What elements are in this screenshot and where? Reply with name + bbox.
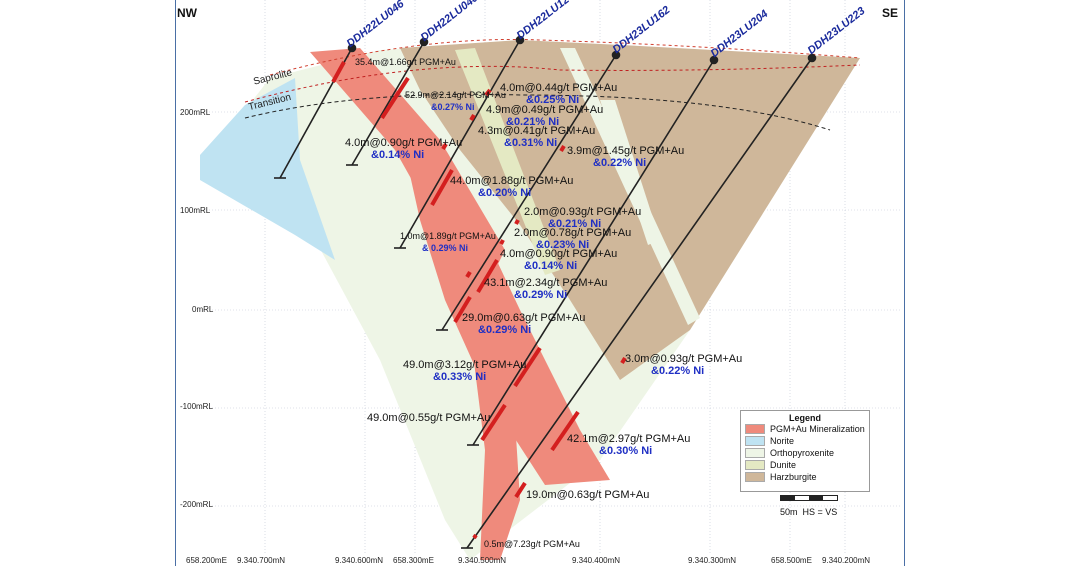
y-axis-label: 0mRL: [192, 305, 214, 314]
y-axis-label: 200mRL: [180, 108, 211, 117]
intercept-label: 52.9m@2.14g/t PGM+Au &0.27% Ni: [405, 90, 506, 112]
intercept-label: 19.0m@0.63g/t PGM+Au: [526, 489, 650, 501]
x-axis-label: 9.340.600mN: [335, 556, 384, 565]
intercept-label: 3.0m@0.93g/t PGM+Au &0.22% Ni: [625, 353, 743, 377]
norite-swatch: [745, 436, 765, 446]
x-axis-label: 9.340.400mN: [572, 556, 621, 565]
x-axis-label: 9.340.500mN: [458, 556, 507, 565]
se-direction: SE: [882, 6, 899, 20]
legend-item-label: Orthopyroxenite: [770, 448, 835, 458]
x-axis-label: 658.500mE: [771, 556, 812, 565]
transition-line: [244, 93, 831, 131]
mineralization-zone-deep: [470, 330, 520, 560]
scale-bar-graphic: [780, 495, 838, 501]
x-axis-label: 658.200mE: [186, 556, 227, 565]
section-frame: [175, 0, 905, 566]
norite-unit: [200, 78, 335, 260]
legend-title: Legend: [788, 413, 821, 423]
intercept-label: 2.0m@0.78g/t PGM+Au &0.23% Ni: [514, 227, 632, 251]
legend-item-label: Dunite: [770, 460, 797, 470]
intercept-label: 49.0m@3.12g/t PGM+Au &0.33% Ni: [403, 359, 527, 383]
intercept-label: 4.3m@0.41g/t PGM+Au &0.31% Ni: [478, 125, 596, 149]
legend-item-label: PGM+Au Mineralization: [770, 424, 865, 434]
drillhole-traces: [274, 35, 817, 549]
mineralization-swatch: [745, 424, 765, 434]
intercept-label: 43.1m@2.34g/t PGM+Au &0.29% Ni: [484, 277, 608, 301]
intercept-label: 4.9m@0.49g/t PGM+Au &0.21% Ni: [486, 104, 604, 128]
x-axis-label: 9.340.300mN: [688, 556, 737, 565]
legend-item-label: Harzburgite: [770, 472, 817, 482]
surface-line: [269, 38, 861, 76]
intercept-label: 4.0m@0.44g/t PGM+Au &0.25% Ni: [500, 82, 618, 106]
intercept-label: 3.9m@1.45g/t PGM+Au &0.22% Ni: [567, 145, 685, 169]
harzburgite-swatch: [745, 472, 765, 482]
nw-direction: NW: [177, 6, 197, 20]
intercept-segments: [331, 61, 627, 540]
legend-item: Harzburgite: [745, 471, 869, 483]
scale-bar: 50m HS = VS: [780, 495, 838, 517]
legend-item: Orthopyroxenite: [745, 447, 869, 459]
intercept-label: 29.0m@0.63g/t PGM+Au &0.29% Ni: [462, 312, 586, 336]
dunite-swatch: [745, 460, 765, 470]
mineralization-zone-lower: [400, 130, 610, 485]
dunite-band-1: [455, 48, 560, 275]
y-axis-label: -200mRL: [180, 500, 213, 509]
legend-item: Norite: [745, 435, 869, 447]
harzburgite-unit: [400, 40, 860, 380]
x-axis-label: 9.340.200mN: [822, 556, 871, 565]
legend: Legend PGM+Au Mineralization Norite Orth…: [740, 410, 870, 492]
scale-note: HS = VS: [802, 507, 838, 517]
orthopyroxenite-swatch: [745, 448, 765, 458]
legend-item-label: Norite: [770, 436, 795, 446]
intercept-label: 0.5m@7.23g/t PGM+Au: [484, 539, 580, 549]
x-axis-label: 9.340.700mN: [237, 556, 286, 565]
intercept-label: 44.0m@1.88g/t PGM+Au &0.20% Ni: [450, 175, 574, 199]
saprolite-line: [244, 64, 861, 103]
y-axis-label: 100mRL: [180, 206, 211, 215]
legend-item: Dunite: [745, 459, 869, 471]
intercept-label: 4.0m@0.90g/t PGM+Au &0.14% Ni: [345, 137, 463, 161]
intercept-label: 42.1m@2.97g/t PGM+Au &0.30% Ni: [567, 433, 691, 457]
intercept-label: 35.4m@1.66g/t PGM+Au: [355, 57, 456, 67]
intercept-label: 49.0m@0.55g/t PGM+Au: [367, 412, 491, 424]
x-axis-label: 658.300mE: [393, 556, 434, 565]
legend-item: PGM+Au Mineralization: [745, 423, 869, 435]
intercept-label: 1.0m@1.89g/t PGM+Au & 0.29% Ni: [400, 231, 496, 253]
y-axis-label: -100mRL: [180, 402, 213, 411]
intercept-label: 2.0m@0.93g/t PGM+Au &0.21% Ni: [524, 206, 642, 230]
dunite-band-3: [600, 100, 660, 245]
intercept-label: 4.0m@0.90g/t PGM+Au &0.14% Ni: [500, 248, 618, 272]
scale-bar-label: 50m: [780, 507, 798, 517]
